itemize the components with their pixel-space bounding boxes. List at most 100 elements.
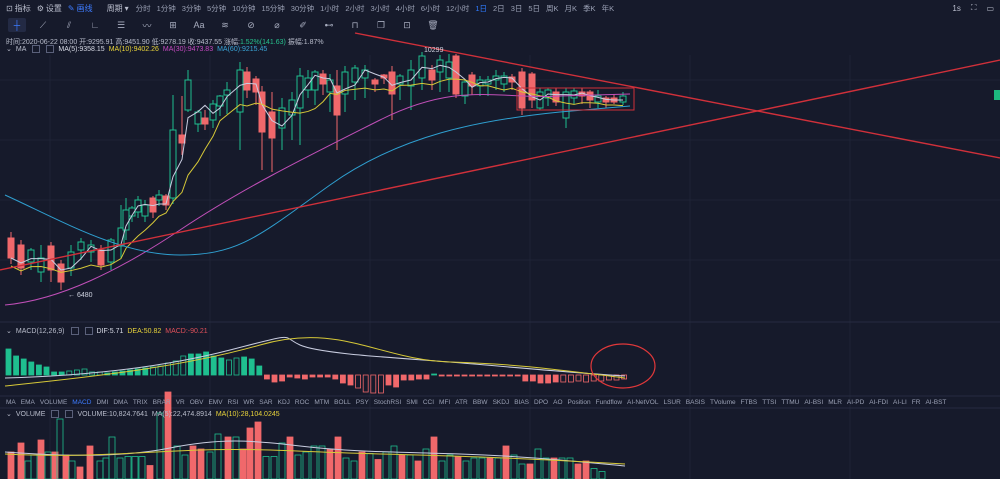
indicator-tab-ai-bsi[interactable]: AI-BSI [804,399,824,406]
indicator-tab-ftbs[interactable]: FTBS [740,399,758,406]
indicator-tab-kdj[interactable]: KDJ [277,399,290,406]
interval-12[interactable]: 12小时 [446,3,470,13]
indicator-tab-fr[interactable]: FR [911,399,921,406]
settings-icon[interactable] [32,45,41,53]
interval-1[interactable]: 1分钟 [156,3,176,13]
magnet-icon[interactable]: ⊘ [247,19,255,30]
indicator-tab-roc[interactable]: ROC [294,399,310,406]
indicator-tab-cci[interactable]: CCI [422,399,435,406]
interval-14[interactable]: 2日 [493,3,505,13]
indicator-tab-fundflow[interactable]: Fundflow [595,399,623,406]
indicator-tab-rsi[interactable]: RSI [227,399,239,406]
interval-8[interactable]: 2小时 [345,3,365,13]
indicator-tab-bias[interactable]: BIAS [514,399,530,406]
indicator-tab-bbw[interactable]: BBW [472,399,488,406]
indicator-tab-basis[interactable]: BASIS [685,399,705,406]
indicator-tab-wr[interactable]: WR [243,399,255,406]
indicator-tab-ai-li[interactable]: AI-LI [893,399,907,406]
indicator-tab-smi[interactable]: SMI [406,399,418,406]
angle-icon[interactable]: ∟ [90,20,100,30]
draw-button[interactable]: ✎ 画线 [67,3,93,13]
trend-line-icon[interactable]: ⟋ [39,19,47,30]
interval-15[interactable]: 3日 [510,3,523,13]
indicator-tab-mlr[interactable]: MLR [828,399,842,406]
wave-icon[interactable]: 〰 [142,20,152,31]
interval-20[interactable]: 年K [601,3,615,13]
brush-icon[interactable]: ✐ [299,19,307,30]
interval-2[interactable]: 3分钟 [181,3,201,13]
screenshot-icon[interactable]: ⊡ [403,19,411,30]
indicator-tab-atr[interactable]: ATR [455,399,468,406]
indicator-tab-ema[interactable]: EMA [20,399,35,406]
popout-icon[interactable]: ▭ [986,3,994,13]
indicator-tab-volume[interactable]: VOLUME [39,399,68,406]
refresh-rate[interactable]: 1s [952,3,961,13]
text-icon[interactable]: Aa [193,20,205,30]
indicator-tab-emv[interactable]: EMV [208,399,223,406]
indicator-tab-obv[interactable]: OBV [189,399,204,406]
settings-button[interactable]: ⚙ 设置 [36,3,62,13]
indicator-tab-trix[interactable]: TRIX [132,399,148,406]
grid-icon[interactable]: ⊞ [169,19,177,30]
indicator-tab-position[interactable]: Position [567,399,591,406]
interval-5[interactable]: 15分钟 [261,3,285,13]
indicator-tab-psy[interactable]: PSY [355,399,369,406]
horizontal-lines-icon[interactable]: ☰ [116,19,126,30]
interval-19[interactable]: 季K [583,3,596,13]
interval-0[interactable]: 分时 [135,3,151,13]
interval-11[interactable]: 6小时 [420,3,440,13]
indicators-button[interactable]: ⊡ 指标 [6,3,31,13]
indicator-tab-tvolume[interactable]: TVolume [709,399,736,406]
interval-10[interactable]: 4小时 [395,3,415,13]
interval-4[interactable]: 10分钟 [232,3,256,13]
indicator-tab-skdj[interactable]: SKDJ [492,399,510,406]
indicator-tab-mtm[interactable]: MTM [314,399,330,406]
indicator-tab-ttmu[interactable]: TTMU [781,399,800,406]
indicator-tab-dpo[interactable]: DPO [534,399,549,406]
indicator-tab-boll[interactable]: BOLL [334,399,351,406]
settings-icon[interactable] [70,327,79,335]
indicator-tab-brar[interactable]: BRAR [152,399,171,406]
parallel-lines-icon[interactable]: ⫽ [66,19,71,30]
fullscreen-icon[interactable]: ⛶ [970,3,977,12]
fib-icon[interactable]: ≋ [221,19,229,30]
interval-9[interactable]: 3小时 [370,3,390,13]
close-icon[interactable] [84,327,93,335]
close-icon[interactable] [65,410,74,418]
interval-16[interactable]: 5日 [528,3,541,13]
indicator-tab-stochrsi[interactable]: StochRSI [373,399,402,406]
indicator-tab-macd[interactable]: MACD [72,399,92,406]
interval-18[interactable]: 月K [564,3,578,13]
indicator-tab-sar[interactable]: SAR [259,399,273,406]
close-icon[interactable] [46,45,55,53]
measure-icon[interactable]: ⊷ [324,19,334,30]
period-dropdown[interactable]: 周期 ▾ [106,3,129,13]
collapse-icon[interactable]: ⌄ [6,411,12,418]
indicator-tab-ai-netvol[interactable]: AI-NetVOL [627,399,659,406]
collapse-icon[interactable]: ⌄ [6,46,12,53]
interval-3[interactable]: 5分钟 [206,3,227,13]
interval-7[interactable]: 1小时 [320,3,340,13]
indicator-tab-lsur[interactable]: LSUR [663,399,681,406]
indicator-tab-ao[interactable]: AO [553,399,563,406]
trash-icon[interactable]: 🗑 [427,19,439,30]
indicator-tab-ai-bst[interactable]: AI-BST [925,399,947,406]
settings-icon[interactable] [51,410,60,418]
indicator-tab-ai-pd[interactable]: AI-PD [846,399,865,406]
interval-13[interactable]: 1日 [475,3,488,13]
indicator-tab-dmi[interactable]: DMI [96,399,109,406]
copy-icon[interactable]: ❐ [376,19,386,30]
indicator-tab-dma[interactable]: DMA [113,399,128,406]
lock-icon[interactable]: ⊓ [351,19,359,30]
indicator-tab-ttsi[interactable]: TTSI [762,399,777,406]
indicator-tab-ma[interactable]: MA [6,399,16,406]
crosshair-icon[interactable]: ┼ [8,18,26,32]
collapse-icon[interactable]: ⌄ [6,328,12,335]
indicator-tab-ai-fdi[interactable]: AI-FDI [869,399,889,406]
interval-17[interactable]: 周K [546,3,559,13]
eraser-icon[interactable]: ⌀ [274,19,280,30]
indicator-tab-mfi[interactable]: MFI [439,399,451,406]
interval-6[interactable]: 30分钟 [290,3,315,13]
indicator-tab-vr[interactable]: VR [175,399,185,406]
